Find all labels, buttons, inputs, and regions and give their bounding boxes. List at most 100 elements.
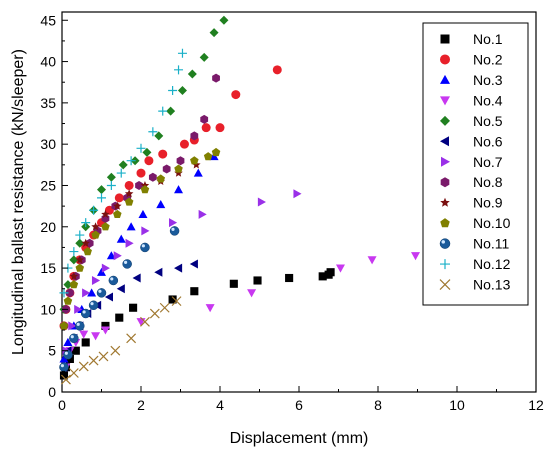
legend-item: No.3 — [440, 72, 503, 88]
data-point — [129, 303, 138, 312]
data-point — [159, 302, 170, 313]
data-point — [192, 160, 201, 169]
legend: No.1 No.2 No.3 No.4 No.5 No.6 No.7 No.8 No.9 No.1… — [422, 22, 529, 306]
data-point — [59, 354, 69, 363]
data-point — [189, 259, 198, 269]
data-point — [174, 263, 183, 273]
data-point — [66, 288, 74, 298]
data-point — [179, 139, 189, 149]
data-point — [113, 201, 122, 210]
legend-marker — [439, 238, 451, 249]
series-no-1 — [59, 268, 335, 380]
data-point — [124, 189, 134, 198]
legend-marker — [440, 136, 449, 147]
series-no-12 — [59, 48, 187, 298]
data-point — [219, 15, 229, 25]
data-point — [114, 193, 124, 203]
data-point — [68, 368, 79, 378]
data-point — [63, 337, 73, 347]
legend-marker — [439, 279, 451, 290]
data-point — [74, 304, 83, 314]
data-point — [96, 288, 107, 298]
series-no-4 — [61, 252, 421, 372]
data-point — [411, 252, 421, 261]
data-point — [69, 247, 79, 257]
data-point — [212, 73, 220, 83]
data-point — [257, 197, 266, 207]
legend-item: No.9 — [440, 195, 503, 211]
data-point — [200, 114, 209, 124]
data-point — [148, 172, 157, 182]
legend-item: No.4 — [440, 92, 503, 108]
y-tick-label: 35 — [40, 95, 56, 111]
data-point — [190, 156, 199, 165]
data-point — [253, 276, 262, 285]
data-point — [141, 226, 150, 236]
legend-label: No.12 — [473, 256, 511, 272]
data-point — [63, 296, 73, 305]
data-point — [116, 168, 126, 178]
data-point — [162, 164, 171, 174]
series-no-7 — [62, 189, 302, 356]
legend-item: No.11 — [439, 236, 510, 252]
legend-marker — [440, 197, 450, 207]
data-point — [229, 279, 238, 288]
data-point — [59, 321, 69, 330]
data-point — [132, 273, 141, 283]
series-no-10 — [59, 147, 221, 330]
data-point-shine — [110, 277, 114, 281]
legend-marker — [440, 34, 450, 44]
data-point — [97, 185, 106, 195]
data-point — [88, 355, 99, 366]
data-point — [293, 189, 302, 199]
y-tick-label: 10 — [40, 301, 56, 317]
data-point — [101, 209, 110, 219]
data-point — [82, 288, 91, 298]
data-point — [154, 131, 164, 141]
data-point — [69, 255, 79, 265]
data-point — [75, 238, 85, 248]
data-point — [125, 238, 134, 248]
data-point — [154, 267, 163, 277]
data-point — [87, 288, 97, 297]
data-point — [106, 180, 116, 190]
x-axis-title: Displacement (mm) — [230, 430, 369, 447]
legend-marker — [441, 156, 450, 167]
data-point — [124, 197, 134, 206]
data-point — [168, 295, 177, 304]
x-tick-label: 2 — [137, 397, 145, 413]
legend-label: No.11 — [473, 236, 510, 252]
data-point — [108, 275, 119, 286]
legend-label: No.4 — [473, 92, 503, 108]
data-point — [187, 69, 197, 79]
y-tick-label: 45 — [40, 12, 56, 28]
x-tick-label: 4 — [216, 397, 224, 413]
legend-item: No.7 — [441, 154, 503, 170]
y-tick-label: 25 — [40, 177, 56, 193]
data-point — [136, 168, 146, 178]
data-point — [190, 131, 199, 141]
data-point — [98, 351, 109, 362]
data-point — [106, 172, 116, 182]
data-point — [272, 65, 282, 75]
data-point — [215, 123, 225, 133]
legend-item: No.10 — [440, 215, 511, 231]
data-point — [199, 52, 209, 62]
data-point — [177, 85, 187, 95]
data-point — [104, 292, 113, 302]
data-point — [91, 230, 100, 239]
legend-marker — [440, 177, 450, 188]
data-point — [169, 218, 178, 228]
legend-item: No.13 — [439, 277, 511, 293]
data-point-shine — [124, 260, 128, 264]
data-point — [63, 280, 73, 290]
data-point-shine — [76, 322, 80, 326]
x-tick-label: 8 — [374, 397, 382, 413]
legend-marker — [440, 54, 450, 65]
data-point — [75, 263, 85, 272]
legend-label: No.8 — [473, 174, 503, 190]
legend-marker — [440, 218, 450, 228]
data-point — [205, 304, 215, 313]
legend-marker — [440, 115, 450, 126]
